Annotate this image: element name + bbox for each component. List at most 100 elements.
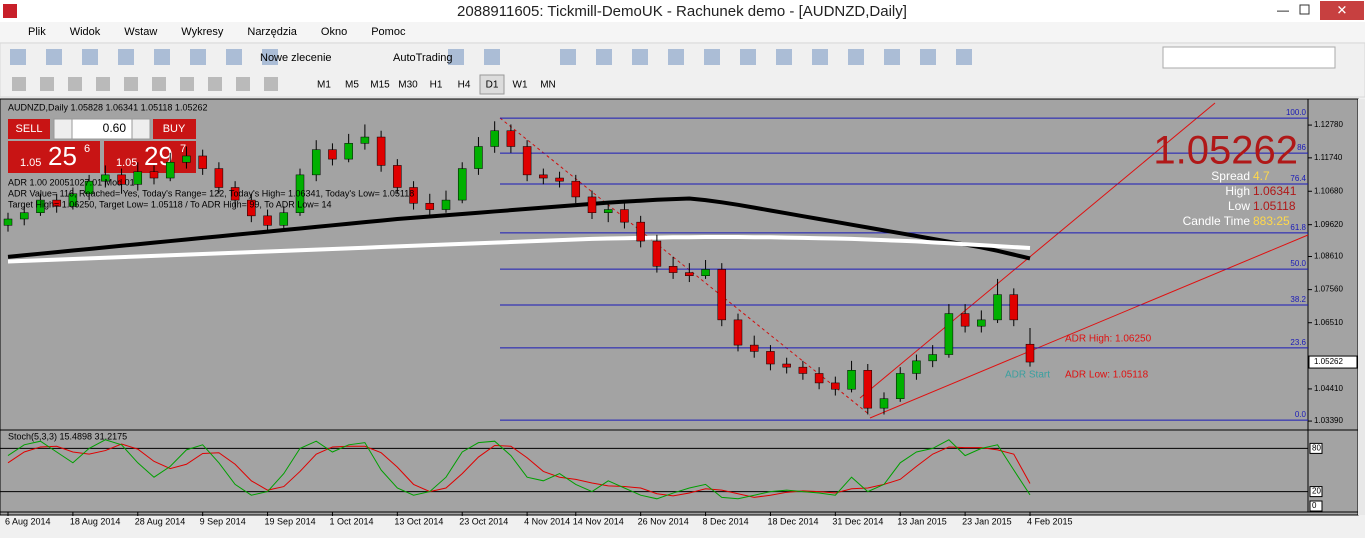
toolbar-icon[interactable] [10, 49, 26, 65]
menu-item[interactable]: Pomoc [371, 26, 406, 38]
info-price: 1.05262 [1153, 129, 1298, 173]
candle-body [620, 209, 629, 223]
candle-body [68, 193, 78, 207]
toolbar-icon[interactable] [956, 49, 972, 65]
menu-item[interactable]: Narzędzia [247, 26, 297, 38]
toolbar-icon[interactable] [560, 49, 576, 65]
x-tick-label: 8 Dec 2014 [703, 516, 749, 526]
timeframe[interactable]: M5 [345, 80, 359, 91]
sell-label: SELL [16, 123, 43, 135]
autotrading[interactable]: AutoTrading [393, 52, 453, 64]
stoch-tick-label: 20 [1312, 487, 1321, 496]
toolbar-icon[interactable] [226, 49, 242, 65]
drawing-tool[interactable] [152, 77, 166, 91]
candle-body [928, 354, 937, 362]
buy-button[interactable] [153, 119, 196, 139]
timeframe[interactable]: H1 [430, 80, 443, 91]
toolbar-icon[interactable] [448, 49, 464, 65]
toolbar-icon[interactable] [596, 49, 612, 65]
info-value: 1.06341 [1253, 184, 1297, 198]
timeframe[interactable]: M30 [398, 80, 418, 91]
toolbar-icon[interactable] [884, 49, 900, 65]
timeframe[interactable]: M1 [317, 80, 331, 91]
candle-body [685, 272, 694, 276]
moving-average [7, 196, 1031, 261]
candle-body [571, 180, 581, 198]
menu-bar [0, 22, 1365, 42]
scrollbar[interactable] [1358, 99, 1365, 515]
candle-body [798, 366, 808, 374]
fib-label: 76.4 [1290, 174, 1306, 183]
window-title: 2088911605: Tickmill-DemoUK - Rachunek d… [457, 3, 907, 20]
minimize[interactable]: — [1277, 3, 1289, 17]
candle-body [895, 373, 905, 399]
candle-body [717, 269, 727, 321]
drawing-tool[interactable] [96, 77, 110, 91]
info-label: Candle Time [1183, 214, 1251, 228]
new-order[interactable]: Nowe zlecenie [260, 52, 332, 64]
search-box[interactable] [1162, 46, 1336, 69]
timeframe[interactable]: D1 [486, 80, 499, 91]
candle-body [198, 155, 207, 169]
toolbar-icon[interactable] [46, 49, 62, 65]
timeframe[interactable]: MN [540, 80, 556, 91]
toolbar-icon[interactable] [154, 49, 170, 65]
toolbar-icon[interactable] [190, 49, 206, 65]
toolbar-icon[interactable] [920, 49, 936, 65]
toolbar-icon[interactable] [740, 49, 756, 65]
drawing-tool[interactable] [40, 77, 54, 91]
y-tick-label: 1.03390 [1314, 416, 1343, 425]
ask-box[interactable] [104, 141, 196, 173]
timeframe[interactable]: M15 [370, 80, 390, 91]
close[interactable] [1320, 1, 1364, 20]
drawing-tool[interactable] [180, 77, 194, 91]
drawing-tool[interactable] [68, 77, 82, 91]
toolbar-icon[interactable] [704, 49, 720, 65]
stoch-header: Stoch(5,3,3) 15.4898 31.2175 [8, 431, 127, 441]
drawing-tool[interactable] [236, 77, 250, 91]
adr-info: Target High= 1.06250, Target Low= 1.0511… [8, 199, 332, 209]
toolbar-icon[interactable] [776, 49, 792, 65]
toolbar-icon[interactable] [848, 49, 864, 65]
candle-body [360, 136, 370, 144]
candle-body [409, 187, 418, 204]
menu-item[interactable]: Wykresy [181, 26, 224, 38]
sell-button[interactable] [8, 119, 50, 139]
menu-item[interactable]: Wstaw [124, 26, 157, 38]
fib-label: 61.8 [1290, 223, 1306, 232]
fib-label: 0.0 [1295, 410, 1307, 419]
toolbar-icon[interactable] [484, 49, 500, 65]
timeframe[interactable]: W1 [513, 80, 528, 91]
moving-average [7, 234, 1031, 264]
maximize[interactable] [1299, 4, 1310, 15]
toolbar-icon[interactable] [668, 49, 684, 65]
drawing-tool[interactable] [208, 77, 222, 91]
candle-body [328, 149, 337, 160]
info-value: 1.05118 [1253, 199, 1296, 213]
fib-label: 86 [1297, 143, 1306, 152]
lots-spin[interactable] [131, 118, 151, 140]
candle-body [425, 202, 435, 210]
toolbar-icon[interactable] [82, 49, 98, 65]
menu-item[interactable]: Widok [70, 26, 101, 38]
candle-body [555, 177, 564, 182]
bid-big: 1.05 [20, 157, 41, 169]
menu-item[interactable]: Okno [321, 26, 347, 38]
bid-box[interactable] [8, 141, 100, 173]
menu-item[interactable]: Plik [28, 26, 46, 38]
drawing-tool[interactable] [264, 77, 278, 91]
y-tick-label: 1.07560 [1314, 285, 1343, 294]
toolbar-icon[interactable] [812, 49, 828, 65]
candle-body [603, 209, 613, 213]
toolbar-icon[interactable] [118, 49, 134, 65]
candle-body [831, 382, 840, 390]
candle-body [52, 199, 61, 207]
drawing-tool[interactable] [12, 77, 26, 91]
candle-body [749, 344, 759, 352]
toolbar-icon[interactable] [262, 49, 278, 65]
drawing-tool[interactable] [124, 77, 138, 91]
candle-body [19, 212, 29, 220]
lots-dropdown[interactable] [53, 118, 73, 140]
toolbar-icon[interactable] [632, 49, 648, 65]
timeframe[interactable]: H4 [458, 80, 471, 91]
